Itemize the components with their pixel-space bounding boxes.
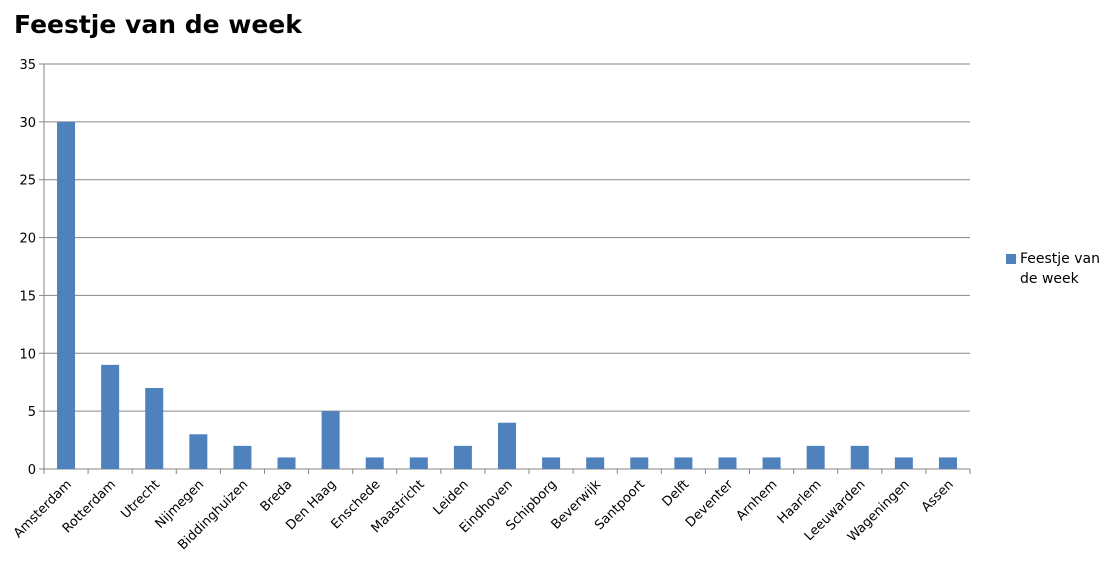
x-tick-label: Assen — [919, 477, 957, 515]
bar — [277, 457, 296, 469]
bar — [674, 457, 693, 469]
x-tick-label: Leiden — [431, 477, 472, 518]
bar — [57, 121, 76, 469]
y-tick-label: 10 — [19, 347, 36, 362]
x-tick-label: Breda — [258, 477, 296, 515]
y-tick-label: 25 — [19, 174, 36, 189]
bar — [321, 411, 340, 469]
bar — [718, 457, 737, 469]
x-tick-label: Utrecht — [118, 477, 163, 522]
bar — [938, 457, 957, 469]
y-tick-label: 5 — [28, 405, 36, 420]
y-tick-label: 30 — [19, 116, 36, 131]
x-tick-label: Delft — [660, 477, 693, 510]
x-tick-label: Deventer — [683, 477, 737, 531]
y-tick-label: 20 — [19, 232, 36, 247]
bar — [630, 457, 649, 469]
y-tick-label: 0 — [28, 463, 36, 478]
chart-title: Feestje van de week — [14, 10, 303, 39]
bar — [542, 457, 561, 469]
x-tick-label: Arnhem — [734, 477, 781, 524]
bar — [806, 445, 825, 469]
bar — [586, 457, 605, 469]
bar — [850, 445, 869, 469]
y-tick-label: 15 — [19, 289, 36, 304]
bar — [233, 445, 252, 469]
bar — [762, 457, 781, 469]
bar — [498, 422, 516, 469]
bar — [145, 388, 164, 469]
legend-label: Feestje van de week — [1020, 251, 1100, 287]
y-tick-label: 35 — [19, 58, 36, 73]
bar — [894, 457, 913, 469]
bar — [453, 445, 472, 469]
bar — [101, 364, 120, 469]
bar — [189, 434, 208, 469]
bar — [365, 457, 384, 469]
legend-swatch — [1006, 254, 1016, 264]
bar — [409, 457, 428, 469]
